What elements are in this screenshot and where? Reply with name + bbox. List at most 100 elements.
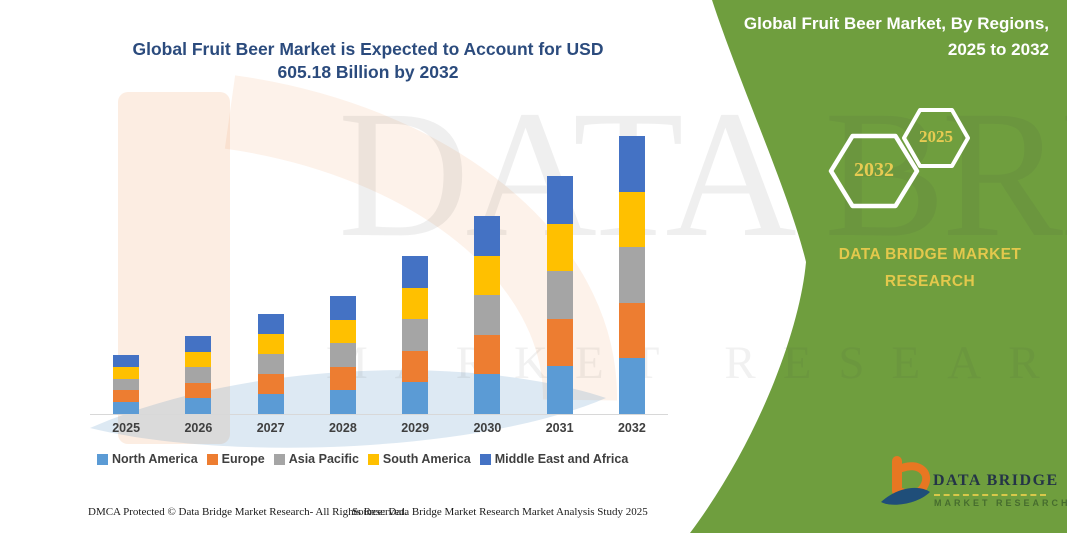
bar-segment-2026-middle-east-and-africa bbox=[185, 336, 212, 352]
x-axis-label-2027: 2027 bbox=[256, 421, 285, 435]
stacked-bar-2026 bbox=[185, 336, 212, 414]
bar-segment-2032-asia-pacific bbox=[618, 247, 645, 303]
bar-segment-2025-middle-east-and-africa bbox=[113, 355, 140, 367]
x-axis-label-2028: 2028 bbox=[328, 421, 357, 435]
chart-legend: North America Europe Asia Pacific South Ame… bbox=[97, 452, 628, 466]
chart-bars bbox=[90, 118, 668, 414]
legend-label: Middle East and Africa bbox=[494, 452, 629, 466]
stacked-bar-2028 bbox=[329, 296, 356, 414]
legend-item-asia-pacific: Asia Pacific bbox=[273, 452, 359, 466]
bar-segment-2028-south-america bbox=[329, 319, 356, 344]
legend-label: Europe bbox=[221, 452, 265, 466]
logo-name: DATA BRIDGE bbox=[933, 472, 1059, 489]
bar-segment-2030-europe bbox=[474, 334, 501, 375]
green-panel-shape bbox=[690, 0, 1067, 533]
bar-segment-2026-south-america bbox=[185, 351, 212, 368]
x-axis-label-2032: 2032 bbox=[617, 421, 646, 435]
bar-segment-2027-north-america bbox=[257, 394, 284, 414]
stacked-bar-2027 bbox=[257, 314, 284, 414]
legend-label: Asia Pacific bbox=[288, 452, 359, 466]
bar-column-2029 bbox=[379, 118, 451, 414]
bar-segment-2030-north-america bbox=[474, 374, 501, 414]
bar-segment-2028-middle-east-and-africa bbox=[329, 296, 356, 320]
x-axis-labels: 2025 2026 2027 2028 2029 2030 2031 2032 bbox=[90, 421, 668, 435]
bar-segment-2030-south-america bbox=[474, 255, 501, 296]
panel-brand-line1: DATA BRIDGE MARKET bbox=[838, 246, 1022, 263]
bar-segment-2025-south-america bbox=[113, 366, 140, 379]
legend-swatch bbox=[206, 453, 218, 465]
bar-segment-2031-europe bbox=[546, 318, 573, 367]
x-axis-label-2025: 2025 bbox=[112, 421, 141, 435]
bar-column-2028 bbox=[307, 118, 379, 414]
stacked-bar-2025 bbox=[113, 355, 140, 414]
bar-segment-2027-europe bbox=[257, 374, 284, 394]
company-logo: DATA BRIDGE MARKET RESEARCH bbox=[880, 450, 1067, 516]
panel-brand-text: DATA BRIDGE MARKET RESEARCH bbox=[800, 242, 1060, 295]
legend-swatch bbox=[479, 453, 491, 465]
legend-swatch bbox=[273, 453, 285, 465]
bar-segment-2029-europe bbox=[402, 350, 429, 383]
panel-brand-line2: RESEARCH bbox=[884, 272, 976, 290]
panel-title: Global Fruit Beer Market, By Regions, 20… bbox=[719, 11, 1049, 64]
bar-segment-2031-north-america bbox=[546, 366, 573, 414]
x-axis-label-2031: 2031 bbox=[545, 421, 574, 435]
x-axis-label-2030: 2030 bbox=[473, 421, 502, 435]
bar-segment-2031-middle-east-and-africa bbox=[546, 176, 573, 224]
bar-segment-2030-middle-east-and-africa bbox=[474, 216, 501, 256]
legend-item-middle-east-and-africa: Middle East and Africa bbox=[479, 452, 629, 466]
footer-source-text: Source: Data Bridge Market Research Mark… bbox=[352, 506, 648, 518]
stacked-bar-2032 bbox=[618, 136, 645, 414]
panel-title-line1: Global Fruit Beer Market, By Regions, bbox=[743, 14, 1049, 33]
bar-column-2025 bbox=[90, 118, 162, 414]
bar-segment-2028-asia-pacific bbox=[329, 343, 356, 367]
legend-item-north-america: North America bbox=[97, 452, 198, 466]
bar-segment-2027-middle-east-and-africa bbox=[257, 314, 284, 334]
bar-segment-2029-south-america bbox=[402, 287, 429, 320]
bar-column-2031 bbox=[524, 118, 596, 414]
bar-column-2032 bbox=[596, 118, 668, 414]
logo-subtitle: MARKET RESEARCH bbox=[934, 498, 1067, 508]
legend-swatch bbox=[97, 453, 108, 465]
bar-segment-2025-asia-pacific bbox=[113, 378, 140, 391]
bar-segment-2026-north-america bbox=[185, 398, 212, 414]
chart-title: Global Fruit Beer Market is Expected to … bbox=[80, 38, 656, 84]
bar-segment-2028-north-america bbox=[329, 390, 356, 414]
bar-segment-2029-middle-east-and-africa bbox=[402, 256, 429, 288]
bar-segment-2031-asia-pacific bbox=[546, 271, 573, 319]
bar-segment-2026-europe bbox=[185, 382, 212, 399]
bar-segment-2031-south-america bbox=[546, 223, 573, 272]
panel-title-line2: 2025 to 2032 bbox=[947, 40, 1049, 60]
legend-item-europe: Europe bbox=[206, 452, 265, 466]
legend-label: South America bbox=[382, 452, 471, 466]
bar-segment-2026-asia-pacific bbox=[185, 367, 212, 383]
bar-segment-2025-europe bbox=[113, 390, 140, 403]
bar-segment-2032-south-america bbox=[618, 191, 645, 248]
bar-column-2026 bbox=[162, 118, 234, 414]
hexagon-2032-outline bbox=[828, 133, 920, 209]
bar-segment-2029-asia-pacific bbox=[402, 319, 429, 351]
bar-segment-2027-asia-pacific bbox=[257, 354, 284, 374]
chart-plot-area bbox=[90, 118, 668, 414]
legend-label: North America bbox=[112, 452, 198, 466]
legend-item-south-america: South America bbox=[367, 452, 471, 466]
hexagon-2025-label: 2025 bbox=[919, 127, 953, 146]
hexagon-2032-label: 2032 bbox=[854, 159, 894, 181]
bar-segment-2029-north-america bbox=[402, 382, 429, 414]
x-axis-label-2026: 2026 bbox=[184, 421, 213, 435]
bar-segment-2032-north-america bbox=[618, 358, 645, 414]
x-axis-label-2029: 2029 bbox=[401, 421, 430, 435]
x-axis-line bbox=[90, 414, 668, 415]
bar-segment-2027-south-america bbox=[257, 334, 284, 354]
stacked-bar-2029 bbox=[402, 256, 429, 414]
logo-divider bbox=[934, 494, 1046, 496]
footer-dmca-text: DMCA Protected © Data Bridge Market Rese… bbox=[88, 506, 408, 518]
bar-column-2030 bbox=[451, 118, 523, 414]
legend-swatch bbox=[367, 453, 379, 465]
hexagon-2025-outline bbox=[902, 108, 970, 168]
chart-title-line2: 605.18 Billion by 2032 bbox=[277, 62, 459, 83]
bar-segment-2025-north-america bbox=[113, 402, 140, 414]
stacked-bar-2030 bbox=[474, 216, 501, 414]
